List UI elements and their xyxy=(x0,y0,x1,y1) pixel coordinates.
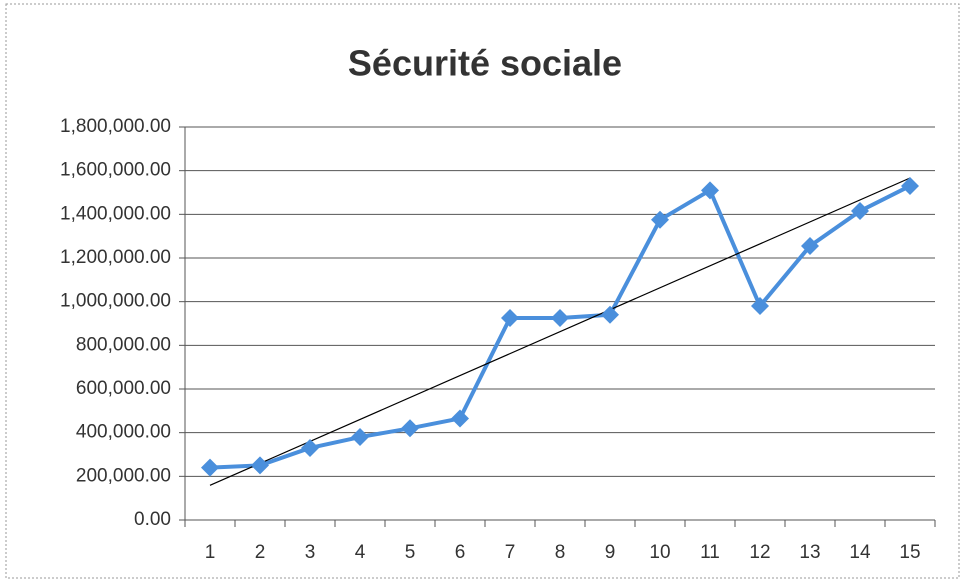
data-marker xyxy=(701,181,719,200)
y-tick-label: 1,800,000.00 xyxy=(60,116,171,137)
x-tick-label: 10 xyxy=(649,542,670,563)
data-marker xyxy=(401,419,419,438)
data-marker xyxy=(851,202,869,221)
y-tick-label: 600,000.00 xyxy=(76,378,171,399)
x-tick-label: 13 xyxy=(799,542,820,563)
y-tick-label: 400,000.00 xyxy=(76,422,171,443)
data-marker xyxy=(451,409,469,428)
chart-border xyxy=(5,3,960,579)
data-marker xyxy=(501,309,519,328)
x-tick-label: 12 xyxy=(749,542,770,563)
x-tick-label: 14 xyxy=(849,542,871,563)
data-marker xyxy=(551,309,569,328)
x-tick-label: 8 xyxy=(555,542,566,563)
y-tick-label: 1,200,000.00 xyxy=(60,247,171,268)
x-tick-label: 3 xyxy=(305,542,316,563)
data-marker xyxy=(801,236,819,255)
data-marker xyxy=(901,176,919,195)
data-marker xyxy=(301,438,319,457)
y-tick-label: 1,600,000.00 xyxy=(60,160,171,181)
chart-title: Sécurité sociale xyxy=(348,43,622,84)
x-tick-label: 9 xyxy=(605,542,616,563)
data-marker xyxy=(351,428,369,447)
x-tick-label: 15 xyxy=(899,542,920,563)
data-marker xyxy=(651,210,669,229)
y-tick-label: 1,400,000.00 xyxy=(60,203,171,224)
x-tick-label: 1 xyxy=(205,542,216,563)
y-tick-label: 1,000,000.00 xyxy=(60,291,171,312)
data-marker xyxy=(751,297,769,316)
x-tick-label: 6 xyxy=(455,542,466,563)
data-marker xyxy=(601,305,619,324)
x-tick-label: 5 xyxy=(405,542,416,563)
x-tick-label: 11 xyxy=(700,542,720,563)
data-marker xyxy=(201,458,219,477)
y-tick-label: 0.00 xyxy=(134,509,171,530)
y-tick-label: 800,000.00 xyxy=(76,334,171,355)
x-tick-label: 7 xyxy=(505,542,516,563)
trendline xyxy=(209,177,911,486)
data-marker xyxy=(251,456,269,475)
x-tick-label: 4 xyxy=(355,542,366,563)
y-tick-label: 200,000.00 xyxy=(76,465,171,486)
x-tick-label: 2 xyxy=(255,542,266,563)
